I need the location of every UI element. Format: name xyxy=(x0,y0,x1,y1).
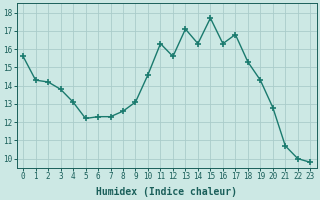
X-axis label: Humidex (Indice chaleur): Humidex (Indice chaleur) xyxy=(96,186,237,197)
